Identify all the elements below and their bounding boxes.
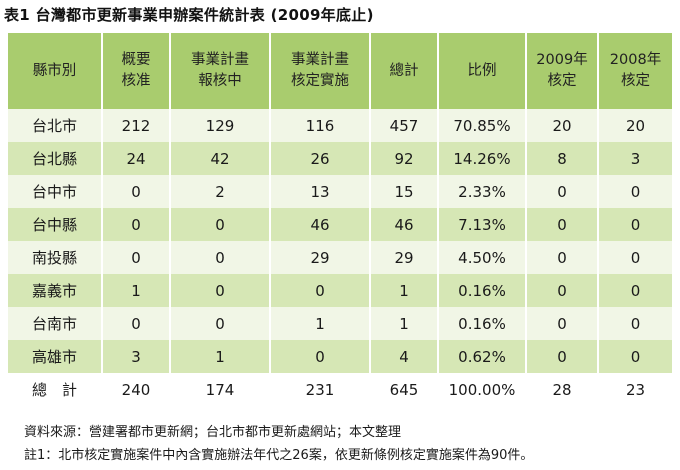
header-cell-outline-approved: 概要 核准 (102, 33, 171, 109)
table-cell: 29 (370, 241, 439, 274)
table-cell: 南投縣 (8, 241, 103, 274)
table-cell: 嘉義市 (8, 274, 103, 307)
total-cell: 23 (598, 373, 672, 406)
table-row: 嘉義市 1 0 0 1 0.16% 0 0 (8, 274, 672, 307)
table-row: 台中縣 0 0 46 46 7.13% 0 0 (8, 208, 672, 241)
table-cell: 高雄市 (8, 340, 103, 373)
table-cell: 46 (370, 208, 439, 241)
table-cell: 15 (370, 175, 439, 208)
table-cell: 0 (102, 208, 171, 241)
table-cell: 46 (270, 208, 371, 241)
table-cell: 14.26% (438, 142, 527, 175)
table-cell: 0 (526, 208, 599, 241)
table-cell: 0 (526, 307, 599, 340)
table-cell: 29 (270, 241, 371, 274)
table-cell: 2.33% (438, 175, 527, 208)
header-cell-plan-under-review: 事業計畫 報核中 (170, 33, 271, 109)
table-cell: 0 (170, 241, 271, 274)
total-cell: 28 (526, 373, 599, 406)
table-cell: 台北市 (8, 109, 103, 142)
table-row: 高雄市 3 1 0 4 0.62% 0 0 (8, 340, 672, 373)
total-cell: 100.00% (438, 373, 527, 406)
table-cell: 1 (102, 274, 171, 307)
table-cell: 42 (170, 142, 271, 175)
table-cell: 212 (102, 109, 171, 142)
table-cell: 24 (102, 142, 171, 175)
table-cell: 13 (270, 175, 371, 208)
table-cell: 0 (270, 274, 371, 307)
source-note: 資料來源：營建署都市更新網；台北市都市更新處網站；本文整理 (24, 425, 402, 440)
table-cell: 1 (370, 307, 439, 340)
table-cell: 0 (526, 274, 599, 307)
table-cell: 0 (102, 307, 171, 340)
header-cell-2009-approved: 2009年 核定 (526, 33, 599, 109)
table-cell: 1 (170, 340, 271, 373)
table-cell: 0 (526, 241, 599, 274)
table-cell: 4 (370, 340, 439, 373)
total-cell: 645 (370, 373, 439, 406)
footnote-1: 註1：北市核定實施案件中內含實施辦法年代之26案，依更新條例核定實施案件為90件… (24, 448, 534, 463)
table-cell: 3 (598, 142, 672, 175)
total-row: 總 計 240 174 231 645 100.00% 28 23 (8, 373, 672, 406)
table-cell: 457 (370, 109, 439, 142)
table-cell: 20 (598, 109, 672, 142)
table-cell: 0.16% (438, 274, 527, 307)
table-cell: 台北縣 (8, 142, 103, 175)
table-cell: 0 (526, 175, 599, 208)
statistics-table: 縣市別 概要 核准 事業計畫 報核中 事業計畫 核定實施 總計 比例 2009年 核定 … (8, 33, 672, 406)
table-cell: 0 (598, 175, 672, 208)
table-cell: 0 (598, 274, 672, 307)
table-cell: 0 (598, 241, 672, 274)
total-cell: 231 (270, 373, 371, 406)
table-cell: 0 (170, 307, 271, 340)
table-cell: 0 (270, 340, 371, 373)
table-cell: 0 (170, 274, 271, 307)
total-cell: 240 (102, 373, 171, 406)
table-cell: 92 (370, 142, 439, 175)
table-cell: 1 (270, 307, 371, 340)
table-row: 台中市 0 2 13 15 2.33% 0 0 (8, 175, 672, 208)
table-cell: 70.85% (438, 109, 527, 142)
table-cell: 4.50% (438, 241, 527, 274)
table-cell: 0 (526, 340, 599, 373)
table-cell: 0 (170, 208, 271, 241)
table-cell: 3 (102, 340, 171, 373)
table-cell: 1 (370, 274, 439, 307)
table-row: 南投縣 0 0 29 29 4.50% 0 0 (8, 241, 672, 274)
table-cell: 0.16% (438, 307, 527, 340)
header-row: 縣市別 概要 核准 事業計畫 報核中 事業計畫 核定實施 總計 比例 2009年 核定 … (8, 33, 672, 109)
table-cell: 129 (170, 109, 271, 142)
header-cell-total: 總計 (370, 33, 439, 109)
table-cell: 0 (598, 307, 672, 340)
table-cell: 0 (102, 241, 171, 274)
table-cell: 116 (270, 109, 371, 142)
table-cell: 台南市 (8, 307, 103, 340)
table-cell: 台中市 (8, 175, 103, 208)
table-cell: 8 (526, 142, 599, 175)
header-cell-plan-approved: 事業計畫 核定實施 (270, 33, 371, 109)
table-cell: 20 (526, 109, 599, 142)
table-cell: 0 (598, 208, 672, 241)
header-cell-2008-approved: 2008年 核定 (598, 33, 672, 109)
table-row: 台南市 0 0 1 1 0.16% 0 0 (8, 307, 672, 340)
table-cell: 2 (170, 175, 271, 208)
table-cell: 台中縣 (8, 208, 103, 241)
table-cell: 0.62% (438, 340, 527, 373)
table-row: 台北縣 24 42 26 92 14.26% 8 3 (8, 142, 672, 175)
table-cell: 7.13% (438, 208, 527, 241)
total-cell: 總 計 (8, 373, 103, 406)
table-row: 台北市 212 129 116 457 70.85% 20 20 (8, 109, 672, 142)
table-title: 表1 台灣都市更新事業申辦案件統計表 (2009年底止) (4, 6, 374, 24)
total-cell: 174 (170, 373, 271, 406)
header-cell-ratio: 比例 (438, 33, 527, 109)
header-cell-city: 縣市別 (8, 33, 103, 109)
table-cell: 0 (598, 340, 672, 373)
table-cell: 26 (270, 142, 371, 175)
table-cell: 0 (102, 175, 171, 208)
